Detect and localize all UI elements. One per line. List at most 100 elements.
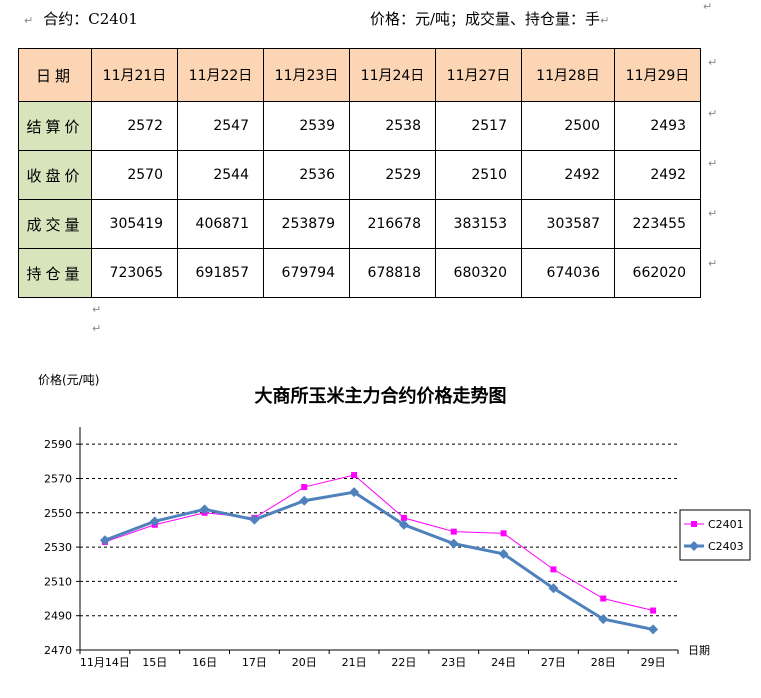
- x-tick-label: 15日: [142, 656, 167, 669]
- paragraph-mark: ↵: [92, 322, 102, 335]
- x-tick-label: 23日: [441, 656, 466, 669]
- y-tick-label: 2530: [44, 541, 72, 554]
- data-point-C2403: [249, 514, 260, 525]
- table-row: 收盘价 2570 2544 2536 2529 2510 2492 2492: [18, 150, 701, 200]
- table-cell: 691857: [177, 248, 264, 298]
- paragraph-mark: ↵: [708, 56, 718, 69]
- y-tick-label: 2590: [44, 438, 72, 451]
- x-tick-label: 27日: [541, 656, 566, 669]
- date-header-cell: 11月27日: [435, 48, 522, 102]
- table-cell: 406871: [177, 199, 264, 249]
- data-point-C2401: [301, 484, 308, 491]
- date-header-cell: 11月22日: [177, 48, 264, 102]
- table-row: 持仓量 723065 691857 679794 678818 680320 6…: [18, 248, 701, 298]
- paragraph-mark: ↵: [708, 257, 718, 270]
- table-cell: 723065: [91, 248, 178, 298]
- table-cell: 253879: [263, 199, 350, 249]
- data-point-C2403: [149, 516, 160, 527]
- paragraph-mark: ↵: [708, 207, 718, 220]
- corner-cell: 日期: [18, 48, 92, 102]
- series-line-C2401: [104, 474, 654, 612]
- table-cell: 2517: [435, 101, 522, 151]
- table-cell: 303587: [521, 199, 615, 249]
- date-header-cell: 11月24日: [349, 48, 436, 102]
- y-tick-label: 2490: [44, 610, 72, 623]
- data-point-C2401: [400, 514, 407, 521]
- data-point-C2403: [349, 487, 360, 498]
- paragraph-mark: ↵: [708, 107, 718, 120]
- date-header-cell: 11月29日: [614, 48, 701, 102]
- chart-y-axis-label: 价格(元/吨): [38, 373, 100, 387]
- legend-label: C2403: [708, 540, 744, 553]
- table-header-row: 日期 11月21日 11月22日 11月23日 11月24日 11月27日 11…: [18, 48, 701, 102]
- table-cell: 2492: [521, 150, 615, 200]
- x-tick-label: 21日: [342, 656, 367, 669]
- table-cell: 679794: [263, 248, 350, 298]
- x-tick-label: 16日: [192, 656, 217, 669]
- data-point-C2403: [199, 504, 210, 515]
- date-header-cell: 11月21日: [91, 48, 178, 102]
- data-point-C2403: [598, 614, 609, 625]
- legend-marker: [689, 541, 699, 551]
- x-tick-label: 20日: [292, 656, 317, 669]
- contract-label: ↵ 合约：C2401: [24, 10, 138, 28]
- x-tick-label: 11月14日: [80, 656, 130, 669]
- legend-box: [679, 509, 751, 561]
- data-point-C2403: [498, 548, 509, 559]
- y-tick-label: 2570: [44, 472, 72, 485]
- data-point-C2403: [99, 535, 110, 546]
- table-row: 结算价 2572 2547 2539 2538 2517 2500 2493: [18, 101, 701, 151]
- series-line-C2403: [104, 490, 654, 631]
- table-cell: 2572: [91, 101, 178, 151]
- table-cell: 2538: [349, 101, 436, 151]
- table-cell: 674036: [521, 248, 615, 298]
- data-point-C2403: [648, 624, 659, 635]
- table-cell: 680320: [435, 248, 522, 298]
- table-row: 成交量 305419 406871 253879 216678 383153 3…: [18, 199, 701, 249]
- row-label: 持仓量: [18, 248, 92, 298]
- table-cell: 2510: [435, 150, 522, 200]
- table-cell: 2492: [614, 150, 701, 200]
- unit-label: 价格：元/吨；成交量、持仓量：手↵: [370, 10, 610, 28]
- table-cell: 2536: [263, 150, 350, 200]
- data-point-C2401: [550, 566, 557, 573]
- paragraph-mark: ↵: [703, 0, 713, 13]
- data-point-C2403: [448, 538, 459, 549]
- chart-x-axis-label: 日期: [688, 644, 710, 657]
- x-tick-label: 22日: [391, 656, 416, 669]
- data-point-C2401: [650, 607, 657, 614]
- paragraph-mark: ↵: [92, 303, 102, 316]
- data-point-C2403: [398, 519, 409, 530]
- date-header-cell: 11月23日: [263, 48, 350, 102]
- chart-title: 大商所玉米主力合约价格走势图: [254, 386, 507, 407]
- data-point-C2401: [450, 528, 457, 535]
- table-cell: 2500: [521, 101, 615, 151]
- y-tick-label: 2470: [44, 644, 72, 657]
- table-cell: 223455: [614, 199, 701, 249]
- table-cell: 216678: [349, 199, 436, 249]
- data-point-C2403: [548, 583, 559, 594]
- table-cell: 383153: [435, 199, 522, 249]
- table-cell: 2493: [614, 101, 701, 151]
- data-point-C2401: [500, 530, 507, 537]
- row-label: 收盘价: [18, 150, 92, 200]
- table-cell: 678818: [349, 248, 436, 298]
- data-point-C2403: [299, 495, 310, 506]
- legend-label: C2401: [708, 518, 744, 531]
- paragraph-mark: ↵: [708, 157, 718, 170]
- table-cell: 2529: [349, 150, 436, 200]
- table-cell: 2544: [177, 150, 264, 200]
- data-point-C2401: [351, 472, 358, 479]
- y-tick-label: 2550: [44, 507, 72, 520]
- table-cell: 305419: [91, 199, 178, 249]
- y-tick-label: 2510: [44, 575, 72, 588]
- table-cell: 2570: [91, 150, 178, 200]
- price-table: 日期 11月21日 11月22日 11月23日 11月24日 11月27日 11…: [18, 48, 701, 298]
- date-header-cell: 11月28日: [521, 48, 615, 102]
- x-tick-label: 28日: [591, 656, 616, 669]
- x-tick-label: 17日: [242, 656, 267, 669]
- table-cell: 662020: [614, 248, 701, 298]
- x-tick-label: 24日: [491, 656, 516, 669]
- data-point-C2401: [600, 595, 607, 602]
